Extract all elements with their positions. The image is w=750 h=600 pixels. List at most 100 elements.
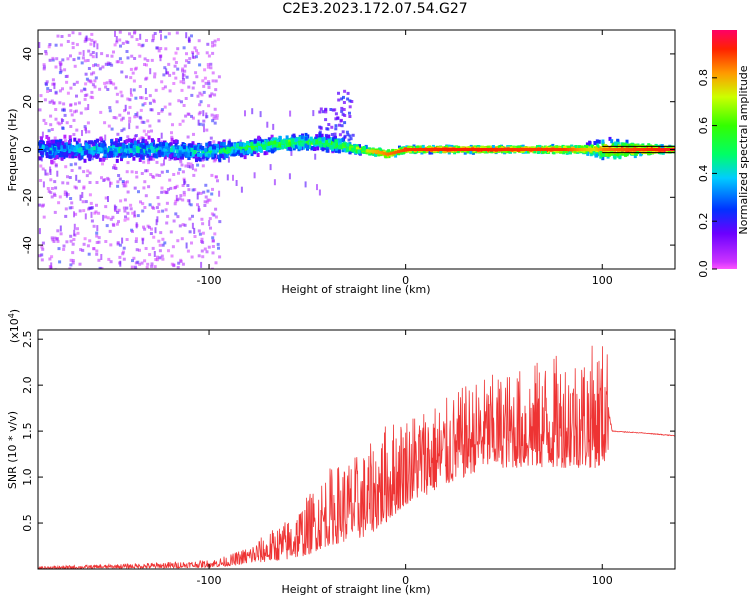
spectrogram-cell (140, 96, 144, 100)
spectrogram-cell (134, 170, 138, 174)
spectrogram-cell (616, 138, 620, 143)
spectrogram-cell (159, 30, 162, 34)
spectrogram-cell (151, 34, 155, 38)
spectrogram-cell (87, 140, 91, 145)
spectrogram-cell (260, 144, 264, 149)
spectrogram-cell (105, 81, 109, 85)
spectrogram-cell (90, 206, 94, 210)
spectrogram-cell (446, 148, 450, 151)
spectrogram-cell (324, 118, 328, 122)
spectrogram-cell (69, 109, 73, 113)
spectrogram-cell (154, 258, 158, 261)
spectrogram-cell (128, 143, 131, 148)
spectrogram-cell (185, 75, 189, 79)
spectrogram-cell (160, 109, 164, 113)
spectrogram-cell (44, 145, 48, 150)
spectrogram-cell (304, 136, 308, 141)
spectrogram-cell (201, 231, 205, 235)
spectrogram-cell (160, 186, 164, 190)
spectrogram-cell (181, 72, 184, 79)
spectrogram-cell (179, 258, 183, 262)
spectrogram-cell (103, 81, 107, 85)
spectrogram-cell (95, 181, 99, 184)
spectrogram-cell (160, 151, 164, 156)
spectrogram-cell (144, 77, 148, 81)
spectrogram-cell (61, 127, 65, 130)
spectrogram-cell (78, 32, 82, 36)
spectrogram-cell (639, 152, 643, 157)
spectrogram-cell (168, 178, 172, 182)
spectrogram-cell (592, 148, 596, 151)
spectrogram-cell (588, 140, 592, 145)
spectrogram-cell (124, 75, 128, 79)
spectrogram-cell (88, 157, 92, 162)
spectrogram-cell (135, 125, 139, 129)
spectrogram-cell (119, 44, 122, 48)
spectrogram-cell (137, 153, 141, 158)
spectrogram-cell (134, 145, 138, 149)
spectrogram-cell (66, 148, 70, 153)
spectrogram-cell (147, 185, 151, 189)
spectrogram-cell (248, 147, 252, 152)
spectrogram-cell (153, 153, 157, 158)
spectrogram-cell (73, 223, 76, 230)
spectrogram-cell (225, 150, 229, 155)
spectrogram-cell (42, 215, 46, 219)
spectrogram-cell (87, 144, 91, 149)
spectrogram-cell (49, 178, 53, 182)
spectrogram-cell (241, 150, 245, 155)
spectrogram-cell (121, 250, 125, 254)
spectrogram-cell (622, 145, 626, 150)
spectrogram-cell (67, 145, 71, 150)
spectrogram-cell (178, 149, 182, 154)
spectrogram-cell (77, 101, 81, 105)
spectrogram-cell (515, 145, 519, 150)
spectrogram-cell (340, 109, 344, 113)
spectrogram-cell (176, 156, 180, 161)
spectrogram-cell (336, 145, 340, 150)
spectrogram-cell (136, 149, 140, 154)
spectrogram-cell (199, 143, 203, 146)
colorbar-ticks: 0.00.20.40.60.8 (697, 69, 717, 278)
spectrogram-cell (325, 145, 329, 150)
spectrogram-cell (217, 141, 221, 146)
spectrogram-cell (181, 223, 185, 227)
spectrogram-cell (138, 158, 142, 162)
spectrogram-cell (333, 108, 337, 112)
spectrogram-cell (116, 143, 120, 148)
spectrogram-cell (196, 147, 200, 152)
spectrogram-cell (90, 32, 94, 36)
spectrogram-cell (210, 173, 214, 177)
spectrogram-cell (625, 139, 629, 144)
spectrogram-cell (150, 138, 154, 143)
spectrogram-cell (374, 152, 378, 157)
spectrogram-cell (152, 235, 156, 239)
spectrogram-cell (122, 246, 126, 250)
spectrogram-cell (623, 148, 627, 151)
spectrogram-cell (71, 154, 75, 159)
spectrogram-cell (460, 148, 464, 151)
spectrogram-cell (75, 43, 79, 47)
spectrogram-cell (491, 148, 495, 151)
spectrogram-cell (41, 247, 45, 251)
spectrogram-cell (71, 259, 75, 262)
spectrogram-cell (151, 39, 155, 43)
spectrogram-cell (562, 148, 566, 151)
spectrogram-cell (112, 144, 116, 149)
spectrogram-cell (71, 31, 75, 35)
spectrogram-cell (201, 123, 205, 127)
spectrogram-cell (439, 149, 443, 154)
spectrogram-cell (187, 165, 191, 168)
spectrogram-cell (97, 258, 101, 262)
spectrogram-cell (127, 149, 131, 154)
spectrogram-cell (423, 148, 426, 151)
spectrogram-cell (197, 144, 201, 148)
y-tick-label: 20 (21, 95, 34, 109)
spectrogram-cell (86, 149, 90, 154)
spectrogram-cell (126, 217, 130, 221)
spectrogram-cell (83, 39, 87, 43)
spectrogram-cell (309, 136, 313, 141)
spectrogram-cell (182, 145, 186, 150)
spectrogram-cell (194, 71, 198, 75)
